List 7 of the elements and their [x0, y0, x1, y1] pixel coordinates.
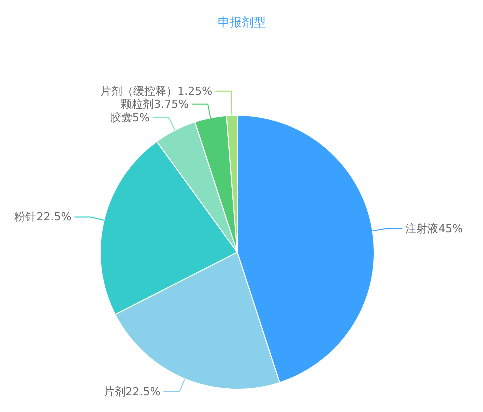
slice-label: 片剂22.5%	[104, 386, 161, 399]
slice-label: 片剂（缓控释）1.25%	[100, 84, 213, 98]
slice-label: 注射液45%	[406, 222, 464, 236]
chart-title: 申报剂型	[218, 16, 266, 30]
slice-label: 颗粒剂3.75%	[121, 98, 190, 111]
slice-label: 粉针22.5%	[14, 210, 72, 224]
slice-label: 胶囊5%	[110, 111, 150, 124]
